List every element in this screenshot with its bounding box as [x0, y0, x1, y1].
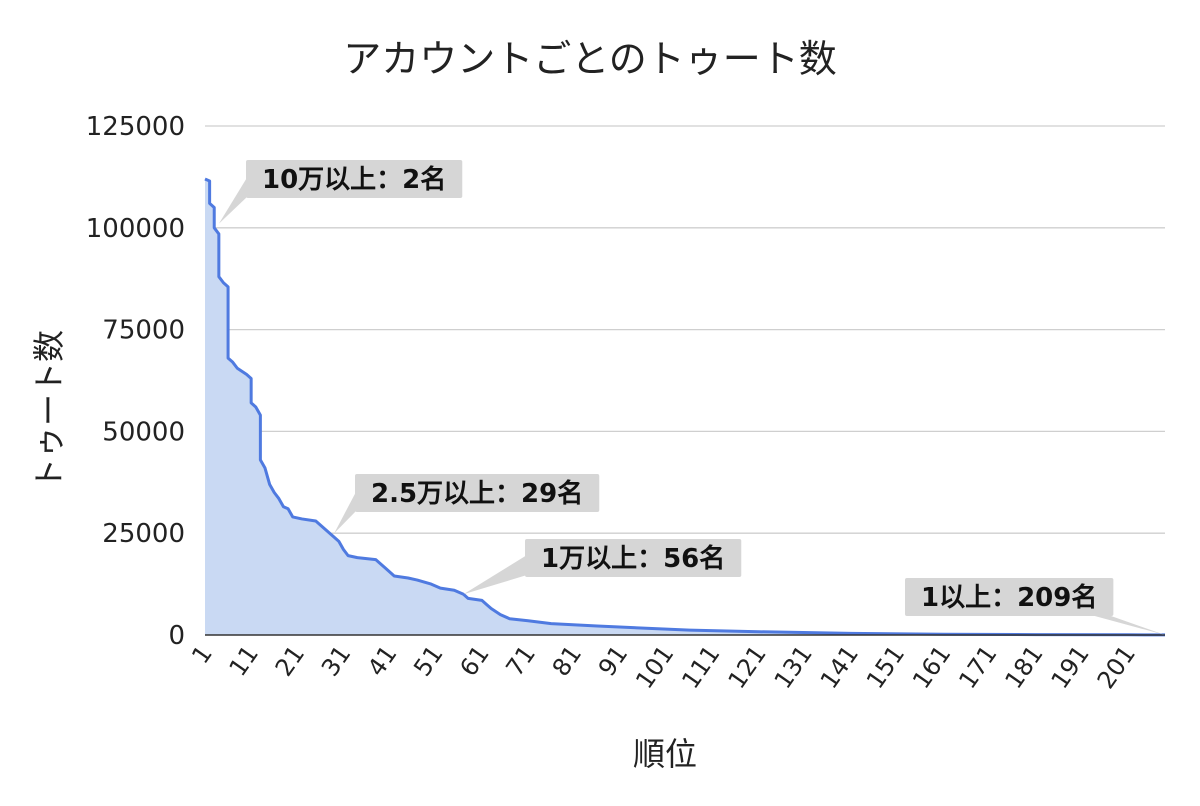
x-axis-title: 順位	[633, 735, 697, 773]
x-tick-label: 151	[861, 640, 910, 694]
chart-title: アカウントごとのトゥート数	[343, 37, 837, 81]
annotation-pointer	[463, 555, 527, 595]
x-tick-label: 101	[630, 640, 679, 694]
y-tick-label: 25000	[102, 519, 185, 549]
annotation-callout: 1万以上：56名	[463, 539, 742, 595]
y-axis-title: トゥート数	[30, 330, 68, 490]
x-tick-label: 71	[501, 640, 541, 681]
x-tick-label: 171	[953, 640, 1002, 694]
x-tick-label: 191	[1046, 640, 1095, 694]
y-axis-ticks: 0 25000 50000 75000 100000 125000	[86, 112, 185, 651]
x-tick-label: 81	[547, 640, 587, 681]
annotation-box	[246, 160, 463, 198]
y-tick-label: 50000	[102, 417, 185, 447]
plot-area	[204, 177, 1166, 637]
annotation-pointer	[218, 176, 248, 224]
x-tick-label: 21	[270, 640, 310, 681]
annotation-box	[905, 578, 1114, 616]
annotation-text: 1以上：209名	[921, 582, 1097, 613]
x-tick-label: 91	[593, 640, 633, 681]
annotation-pointer	[1087, 614, 1165, 635]
y-tick-label: 75000	[102, 316, 185, 346]
annotation-callout: 10万以上：2名	[218, 160, 463, 224]
x-axis-ticks: 1 11 21 31 41 51 61 71 81 91101111121131141151161…	[186, 640, 1141, 694]
gridlines	[205, 125, 1165, 534]
x-tick-label: 1	[186, 640, 218, 669]
series-area-fill	[205, 178, 1165, 635]
series-line	[204, 177, 1166, 637]
x-tick-label: 201	[1092, 640, 1141, 694]
annotations: 10万以上：2名 2.5万以上：29名 1万以上：56名 1以上：209名	[218, 160, 1165, 635]
x-tick-label: 61	[454, 640, 494, 681]
x-tick-label: 111	[676, 640, 725, 694]
y-tick-label: 125000	[86, 112, 185, 142]
x-tick-label: 181	[999, 640, 1048, 694]
x-tick-label: 121	[723, 640, 772, 694]
x-tick-label: 41	[362, 640, 402, 681]
annotation-callout: 2.5万以上：29名	[334, 474, 600, 534]
x-tick-label: 161	[907, 640, 956, 694]
annotation-text: 2.5万以上：29名	[371, 478, 583, 509]
annotation-box	[525, 539, 742, 577]
y-tick-label: 100000	[86, 214, 185, 244]
x-tick-label: 11	[224, 640, 264, 681]
annotation-text: 1万以上：56名	[541, 543, 725, 574]
annotation-text: 10万以上：2名	[262, 164, 446, 195]
x-tick-label: 141	[815, 640, 864, 694]
annotation-callout: 1以上：209名	[905, 578, 1165, 635]
x-tick-label: 131	[769, 640, 818, 694]
y-tick-label: 0	[168, 621, 185, 651]
x-tick-label: 31	[316, 640, 356, 681]
annotation-box	[355, 474, 600, 512]
x-tick-label: 51	[408, 640, 448, 681]
annotation-pointer	[334, 490, 357, 534]
